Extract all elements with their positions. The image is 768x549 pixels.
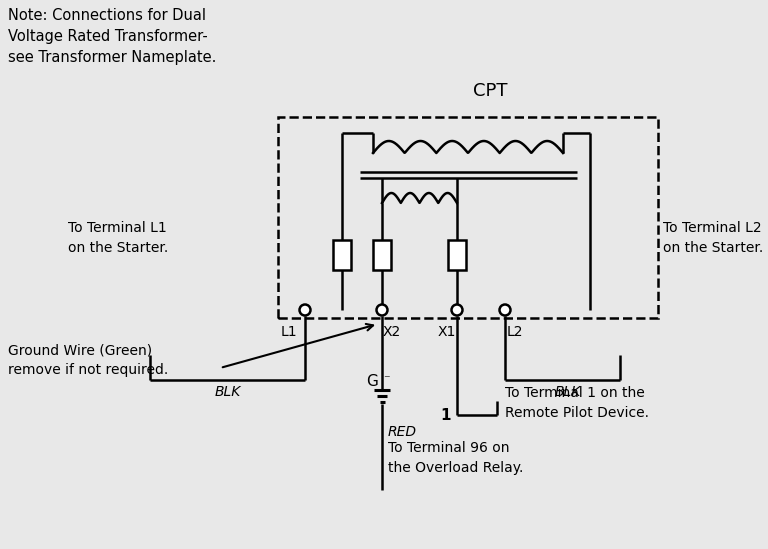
Bar: [373, 240, 391, 270]
Text: To Terminal 96 on
the Overload Relay.: To Terminal 96 on the Overload Relay.: [388, 441, 523, 475]
Bar: [333, 240, 351, 270]
Text: To Terminal L1
on the Starter.: To Terminal L1 on the Starter.: [68, 221, 168, 255]
Text: Note: Connections for Dual
Voltage Rated Transformer-
see Transformer Nameplate.: Note: Connections for Dual Voltage Rated…: [8, 8, 217, 65]
Circle shape: [452, 305, 462, 316]
Text: RED: RED: [388, 425, 417, 439]
Text: X2: X2: [383, 325, 401, 339]
Text: BLK: BLK: [554, 385, 581, 399]
Text: Ground Wire (Green)
remove if not required.: Ground Wire (Green) remove if not requir…: [8, 343, 168, 377]
Circle shape: [499, 305, 511, 316]
Circle shape: [376, 305, 388, 316]
Text: G: G: [366, 374, 378, 389]
Text: CPT: CPT: [473, 82, 507, 100]
Text: ⁻: ⁻: [383, 373, 389, 386]
Text: L1: L1: [280, 325, 297, 339]
Text: To Terminal 1 on the
Remote Pilot Device.: To Terminal 1 on the Remote Pilot Device…: [505, 386, 649, 420]
Bar: [448, 240, 466, 270]
Text: 1: 1: [441, 407, 451, 423]
Text: To Terminal L2
on the Starter.: To Terminal L2 on the Starter.: [663, 221, 763, 255]
Circle shape: [300, 305, 310, 316]
Text: L2: L2: [507, 325, 524, 339]
Text: BLK: BLK: [214, 385, 240, 399]
Bar: [278, 117, 658, 318]
Text: X1: X1: [438, 325, 456, 339]
